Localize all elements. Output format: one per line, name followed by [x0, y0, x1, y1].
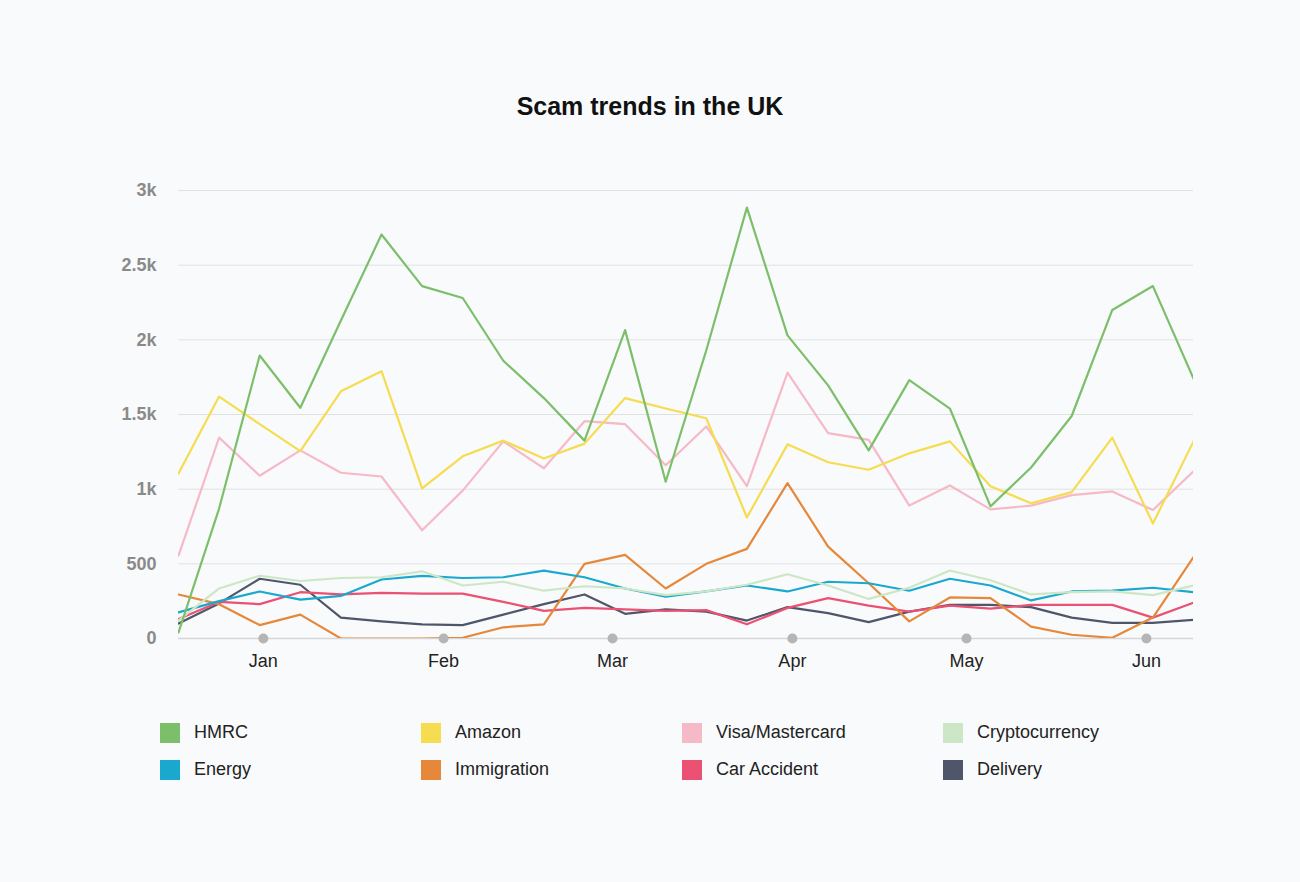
- html-text:Scam trends in the UK: Scam trends in the UK: [516, 92, 784, 120]
- svg-text:May: May: [950, 651, 984, 671]
- html-text:Visa/Mastercard: Visa/Mastercard: [716, 722, 846, 742]
- svg-text:2k: 2k: [136, 330, 157, 350]
- svg-text:Mar: Mar: [597, 651, 628, 671]
- html-text:Amazon: Amazon: [455, 722, 521, 742]
- html-text:HMRC: HMRC: [194, 722, 248, 742]
- svg-text:1.5k: 1.5k: [121, 404, 157, 424]
- html-text:Delivery: Delivery: [977, 759, 1042, 779]
- svg-text:500: 500: [126, 554, 156, 574]
- svg-text:Feb: Feb: [428, 651, 459, 671]
- html-text:Cryptocurrency: Cryptocurrency: [977, 722, 1099, 742]
- html-text:Car Accident: Car Accident: [716, 759, 819, 779]
- svg-text:0: 0: [146, 628, 156, 648]
- svg-text:1k: 1k: [136, 479, 157, 499]
- svg-text:Apr: Apr: [778, 651, 806, 671]
- svg-text:Jun: Jun: [1132, 651, 1161, 671]
- svg-text:2.5k: 2.5k: [121, 255, 157, 275]
- svg-text:Jan: Jan: [249, 651, 278, 671]
- svg-text:3k: 3k: [136, 180, 157, 200]
- html-text:Immigration: Immigration: [455, 759, 549, 779]
- html-text:Energy: Energy: [194, 759, 251, 779]
